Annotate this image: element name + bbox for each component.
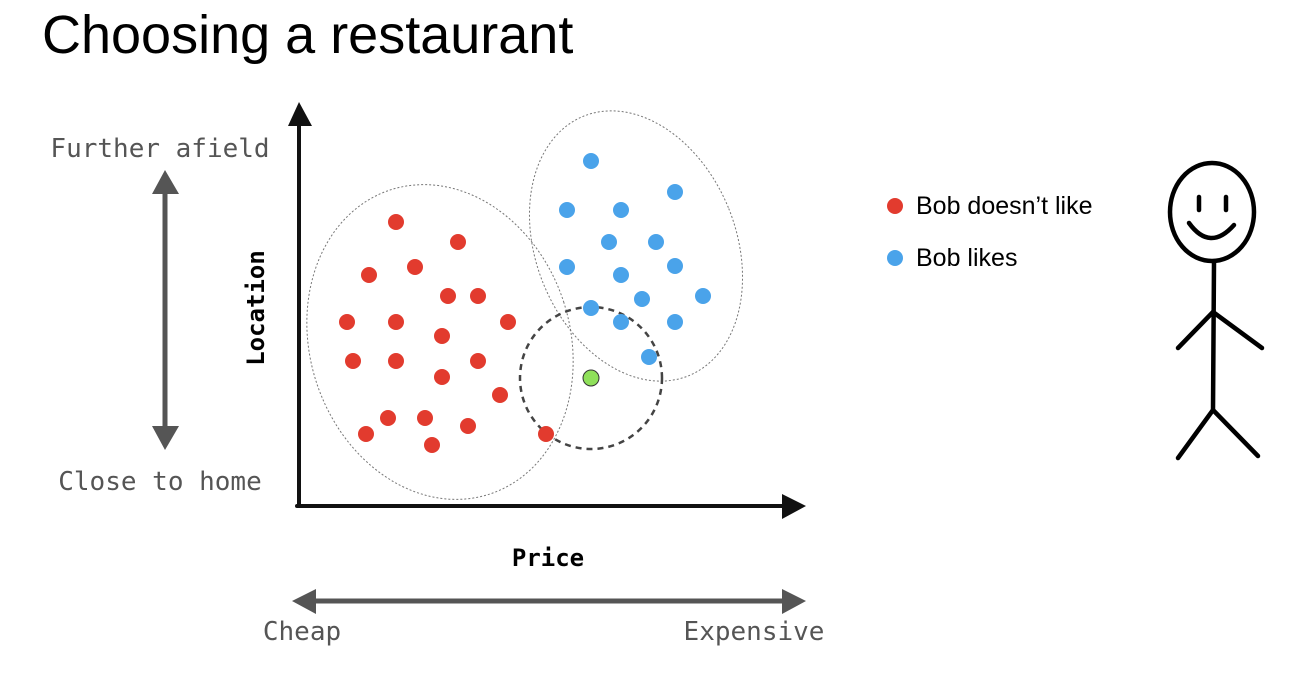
legend-like-label: Bob likes	[916, 244, 1017, 272]
like-point	[641, 349, 657, 365]
like-point	[559, 202, 575, 218]
scale-left-label: Cheap	[263, 617, 341, 647]
stick-figure-smile	[1186, 220, 1237, 241]
like-point	[695, 288, 711, 304]
legend: Bob doesn’t like Bob likes	[887, 192, 1093, 272]
query-point	[582, 369, 600, 387]
dislike-point	[407, 259, 423, 275]
dislike-point	[470, 288, 486, 304]
scale-top-label: Further afield	[50, 134, 269, 164]
like-point	[583, 153, 599, 169]
dislike-point	[388, 314, 404, 330]
dislike-point	[361, 267, 377, 283]
dislike-point	[339, 314, 355, 330]
like-point	[634, 291, 650, 307]
dislike-point	[450, 234, 466, 250]
scale-bottom-label: Close to home	[58, 467, 262, 497]
legend-like-swatch	[887, 250, 903, 266]
y-axis-arrowhead	[288, 102, 312, 126]
legend-dislike-swatch	[887, 198, 903, 214]
scale-right-label: Expensive	[684, 617, 825, 647]
dislike-point	[358, 426, 374, 442]
stick-figure-right-arm	[1210, 309, 1265, 351]
dislike-points	[339, 214, 554, 453]
like-points	[559, 153, 711, 365]
dislike-point	[424, 437, 440, 453]
dislike-point	[460, 418, 476, 434]
stick-figure-body	[1210, 259, 1217, 413]
like-point	[613, 202, 629, 218]
stick-figure-right-leg	[1210, 407, 1261, 459]
dislike-point	[470, 353, 486, 369]
stick-figure-left-arm	[1175, 309, 1216, 351]
x-axis-label: Price	[512, 544, 584, 572]
stick-figure-icon	[1167, 160, 1265, 461]
dislike-point	[500, 314, 516, 330]
y-axis-label: Location	[242, 250, 270, 366]
stick-figure-left-leg	[1175, 407, 1216, 461]
like-point	[667, 314, 683, 330]
dislike-point	[388, 353, 404, 369]
dislike-point	[434, 369, 450, 385]
dislike-cluster-outline	[306, 184, 574, 500]
like-point	[667, 258, 683, 274]
stick-figure-head	[1167, 160, 1257, 264]
dislike-point	[434, 328, 450, 344]
dislike-point	[492, 387, 508, 403]
up-arrowhead	[152, 170, 179, 194]
like-point	[648, 234, 664, 250]
dislike-point	[538, 426, 554, 442]
vertical-scale-arrow	[152, 170, 179, 450]
like-cluster-outline	[528, 110, 744, 382]
like-point	[559, 259, 575, 275]
dislike-point	[388, 214, 404, 230]
like-point	[613, 267, 629, 283]
right-arrowhead	[782, 589, 806, 614]
horizontal-scale-arrow	[292, 589, 806, 614]
dislike-point	[380, 410, 396, 426]
slide-title: Choosing a restaurant	[42, 5, 574, 65]
down-arrowhead	[152, 426, 179, 450]
left-arrowhead	[292, 589, 316, 614]
x-axis-arrowhead	[782, 494, 806, 519]
dislike-point	[440, 288, 456, 304]
like-point	[601, 234, 617, 250]
axes	[288, 102, 806, 519]
dislike-point	[345, 353, 361, 369]
like-point	[613, 314, 629, 330]
like-point	[667, 184, 683, 200]
like-point	[583, 300, 599, 316]
dislike-point	[417, 410, 433, 426]
legend-dislike-label: Bob doesn’t like	[916, 192, 1093, 220]
